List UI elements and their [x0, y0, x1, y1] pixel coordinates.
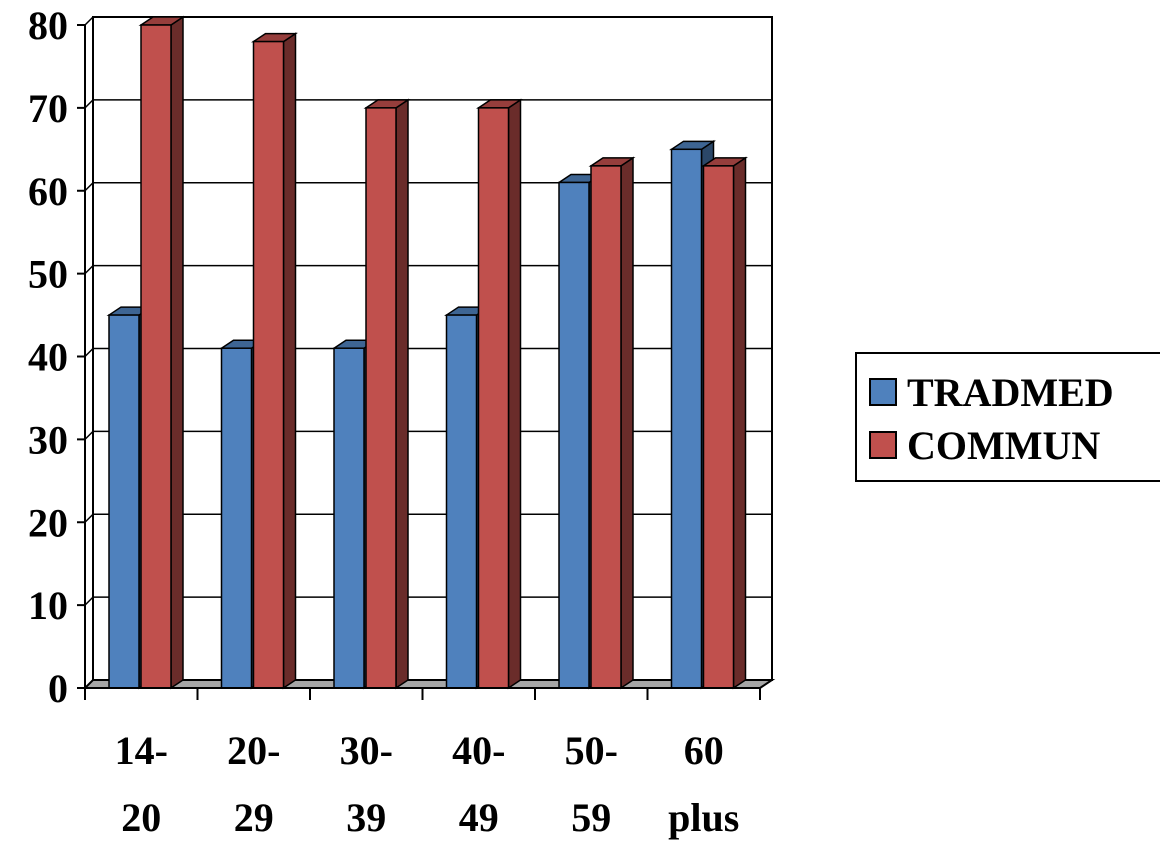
bar-tradmed — [220, 347, 253, 689]
x-category-label: 30- — [340, 728, 393, 773]
bar-tradmed — [445, 314, 478, 689]
x-category-label: 20 — [121, 795, 161, 840]
y-tick-label: 70 — [28, 86, 68, 131]
y-tick-label: 60 — [28, 169, 68, 214]
bar-commun — [477, 107, 510, 689]
side-wall-line — [84, 430, 94, 440]
bar-commun — [252, 40, 285, 689]
y-tick-label: 0 — [48, 666, 68, 711]
legend-label-commun: COMMUN — [907, 422, 1101, 468]
bar-side-commun — [732, 156, 747, 690]
bar-side-commun — [170, 15, 184, 690]
legend-item-tradmed: TRADMED — [869, 370, 1114, 415]
legend-swatch-commun — [869, 431, 897, 459]
x-category-label: 14- — [115, 728, 168, 773]
bar-side-commun — [507, 98, 522, 690]
y-tick-label: 50 — [28, 252, 68, 297]
bar-tradmed — [333, 347, 365, 689]
plot-floor — [82, 679, 776, 689]
y-tick-label: 10 — [28, 583, 68, 628]
x-category-label: 39 — [346, 795, 386, 840]
side-wall-line — [84, 182, 94, 192]
x-category-label: 49 — [459, 795, 499, 840]
bar-commun — [590, 165, 622, 689]
side-wall-line — [84, 347, 94, 358]
bar-side-commun — [282, 32, 297, 690]
bar-tradmed — [108, 314, 140, 689]
x-category-label: 60 — [684, 728, 724, 773]
x-category-label: 59 — [571, 795, 611, 840]
bar-side-commun — [395, 98, 409, 690]
bar-side-commun — [620, 156, 634, 690]
x-category-label: 40- — [452, 728, 505, 773]
legend: TRADMED COMMUN — [855, 352, 1160, 482]
side-wall-line — [84, 513, 94, 523]
legend-item-commun: COMMUN — [869, 423, 1100, 468]
y-tick-label: 80 — [28, 3, 68, 48]
x-category-label: 29 — [234, 795, 274, 840]
side-wall-line — [84, 265, 94, 275]
x-category-label: plus — [668, 795, 739, 840]
x-category-label: 50- — [565, 728, 618, 773]
side-wall-line — [84, 99, 94, 109]
y-tick-label: 20 — [28, 500, 68, 545]
side-wall-line — [84, 596, 94, 606]
y-tick-label: 40 — [28, 335, 68, 380]
legend-swatch-tradmed — [869, 378, 897, 406]
bar-commun — [702, 165, 735, 689]
y-tick-label: 30 — [28, 417, 68, 462]
legend-label-tradmed: TRADMED — [907, 369, 1114, 415]
bar-tradmed — [670, 148, 703, 689]
bar-commun — [140, 24, 172, 689]
side-wall-line — [84, 16, 94, 26]
bar-commun — [365, 107, 397, 689]
x-category-label: 20- — [227, 728, 280, 773]
bar-tradmed — [558, 181, 590, 689]
